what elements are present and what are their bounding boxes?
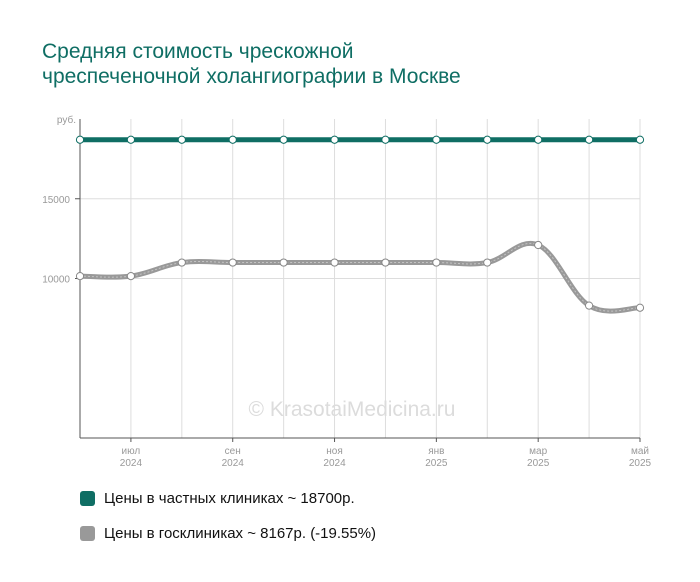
legend-swatch-private [80,491,95,506]
series-private-point [432,135,441,144]
legend-label-public: Цены в госклиниках ~ 8167р. (-19.55%) [104,525,377,542]
chart-title-line-2: чреспеченочной холангиографии в Москве [42,65,461,88]
series-public-point [635,303,645,312]
series-public-line-highlight [79,242,641,312]
series-public-point [177,258,186,267]
series-private-point [635,135,645,144]
x-tick-label-month: янв [428,446,444,457]
x-tick-label-month: май [631,446,649,457]
chart-title: Средняя стоимость чрескожной чреспеченоч… [42,39,662,89]
series-private-point [228,135,237,144]
y-unit-label: руб. [57,114,76,126]
legend-swatch-public [80,526,95,541]
series-public-point [584,301,594,310]
series-public-point [432,258,441,267]
y-tick-label: 15000 [42,195,70,206]
series-private-point [75,135,85,144]
series-private-point [381,135,390,144]
series-private-point [330,135,339,144]
y-tick-label: 10000 [42,275,70,286]
legend-label-private: Цены в частных клиниках ~ 18700р. [104,490,355,507]
x-tick-label-year: 2024 [120,458,143,469]
series-public-point [279,258,288,267]
x-tick-label-month: сен [225,446,241,457]
series-public-point [126,272,136,281]
legend-item-private[interactable]: Цены в частных клиниках ~ 18700р. [80,490,355,507]
watermark-text: © KrasotaiMedicina.ru [249,398,456,421]
series-private-point [584,135,594,144]
series-public-point [381,258,390,267]
series-public-point [330,258,339,267]
x-tick-label-year: 2025 [425,458,448,469]
x-tick-label-month: ноя [326,446,343,457]
x-tick-label-year: 2025 [629,458,652,469]
series-private-point [279,135,288,144]
series-public-point [75,272,85,281]
series-public-point [483,258,492,267]
x-tick-label-month: июл [122,446,141,457]
series-public-point [228,258,237,267]
x-tick-label-year: 2024 [222,458,245,469]
x-tick-label-year: 2025 [527,458,550,469]
x-tick-label-month: мар [529,446,547,457]
series-private-point [126,135,136,144]
legend-item-public[interactable]: Цены в госклиниках ~ 8167р. (-19.55%) [80,525,376,542]
series-private-point [534,135,543,144]
chart-title-line-1: Средняя стоимость чрескожной [42,40,354,63]
series-public-point [534,240,543,250]
x-tick-label-year: 2024 [323,458,346,469]
series-public-line [77,240,643,314]
series-private-point [177,135,186,144]
series-private-point [483,135,492,144]
